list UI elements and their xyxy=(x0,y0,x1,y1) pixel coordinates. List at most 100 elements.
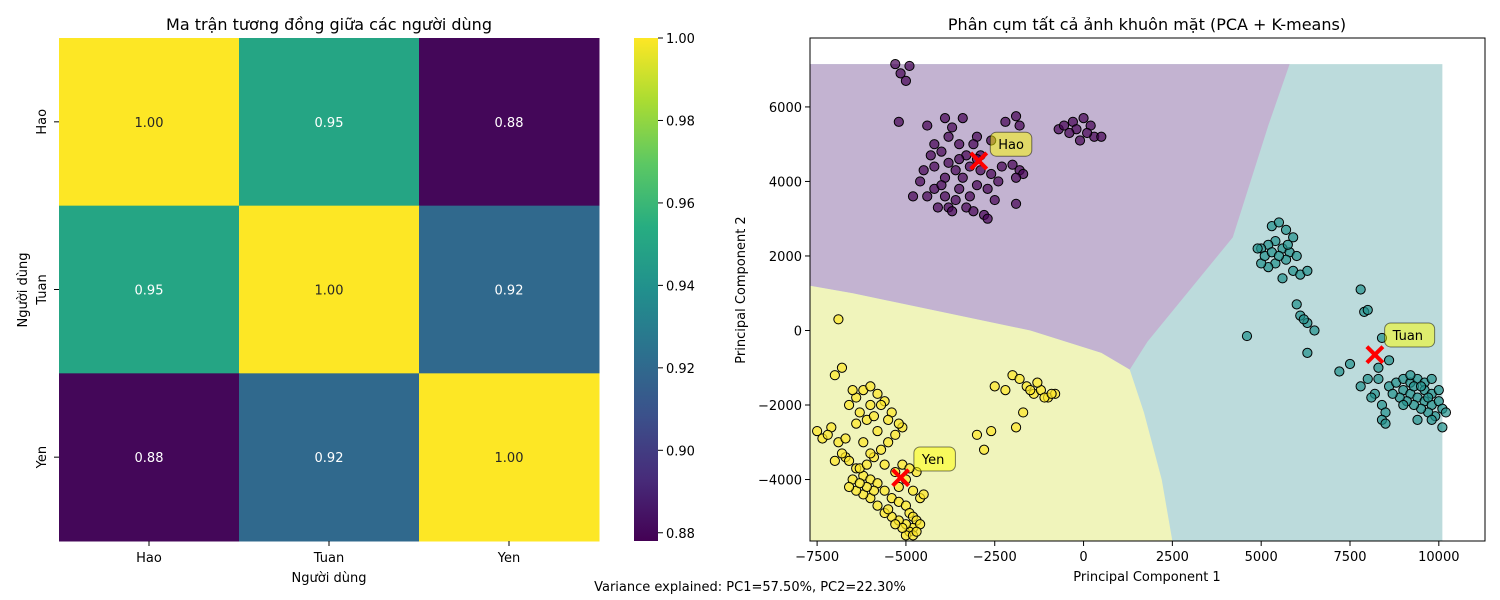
data-point-yen xyxy=(836,362,848,373)
heatmap-cell xyxy=(419,38,600,207)
heatmap-y-ticks: Hao Tuan Yen xyxy=(35,109,59,469)
data-point-hao xyxy=(957,172,968,183)
scatter-y-tick-label: −2000 xyxy=(758,399,802,414)
colorbar-tick-label: 0.88 xyxy=(666,527,695,542)
heatmap-x-tick-label: Yen xyxy=(497,551,520,566)
centroid-cross-stroke xyxy=(1365,345,1385,365)
data-point-tuan xyxy=(1302,347,1313,358)
data-point-tuan xyxy=(1291,250,1302,262)
data-point-yen xyxy=(812,425,823,437)
data-point-hao xyxy=(932,202,943,213)
scatter-y-axis-label: Principal Component 2 xyxy=(734,216,749,363)
data-point-tuan xyxy=(1282,239,1293,250)
data-point-hao xyxy=(964,191,975,202)
scatter-x-tick-label: −7500 xyxy=(795,550,839,565)
data-point-yen xyxy=(843,399,855,411)
data-point-yen xyxy=(858,437,869,448)
cluster-label-hao: Hao xyxy=(998,138,1024,153)
data-point-hao xyxy=(1082,127,1093,139)
data-point-yen xyxy=(865,448,876,459)
data-point-tuan xyxy=(1387,388,1398,399)
scatter-x-tick-label: −5000 xyxy=(884,550,928,565)
data-point-hao xyxy=(975,165,986,176)
decision-regions xyxy=(810,64,1443,541)
data-point-hao xyxy=(968,139,979,150)
data-point-hao xyxy=(922,120,933,131)
data-point-tuan xyxy=(1426,373,1437,385)
data-point-yen xyxy=(843,455,855,466)
data-point-yen xyxy=(854,478,865,489)
data-point-hao xyxy=(907,191,919,202)
scatter-y-tick-label: 4000 xyxy=(769,175,802,190)
cluster-label-box xyxy=(989,131,1033,157)
data-point-hao xyxy=(890,58,901,70)
data-point-tuan xyxy=(1362,304,1373,316)
scatter-y-tick-label: 6000 xyxy=(769,101,802,116)
data-point-yen xyxy=(840,433,851,444)
scatter-x-tick-label: 10000 xyxy=(1418,550,1459,565)
heatmap-cell-label: 1.00 xyxy=(495,451,524,466)
data-point-yen xyxy=(907,485,919,496)
data-point-yen xyxy=(865,381,876,392)
scatter-panel: Phân cụm tất cả ảnh khuôn mặt (PCA + K-m… xyxy=(734,15,1486,585)
data-point-tuan xyxy=(1412,414,1423,426)
heatmap-cell-label: 1.00 xyxy=(135,116,164,131)
heatmap-y-tick-label: Hao xyxy=(35,109,50,135)
data-point-hao xyxy=(982,183,993,194)
data-point-hao xyxy=(904,60,915,72)
data-point-hao xyxy=(1010,172,1022,183)
data-point-tuan xyxy=(1344,358,1356,370)
scatter-y-tick-label: −4000 xyxy=(758,474,802,489)
heatmap-x-tick-label: Hao xyxy=(136,551,162,566)
data-point-tuan xyxy=(1366,392,1377,403)
data-point-yen xyxy=(865,399,876,411)
data-point-hao xyxy=(1007,159,1018,170)
data-point-hao xyxy=(939,113,951,124)
colorbar-tick-label: 0.92 xyxy=(666,362,695,377)
data-point-tuan xyxy=(1288,232,1299,243)
data-point-yen xyxy=(872,388,883,399)
heatmap-cell-label: 0.95 xyxy=(135,284,164,299)
data-point-yen xyxy=(847,385,858,396)
data-point-hao xyxy=(996,161,1007,172)
data-point-hao xyxy=(936,180,947,191)
data-point-hao xyxy=(922,191,933,202)
data-point-yen xyxy=(836,448,848,459)
data-point-yen xyxy=(861,459,872,470)
heatmap-cell xyxy=(239,38,420,207)
data-point-hao xyxy=(925,150,936,161)
heatmap-cell xyxy=(59,373,240,542)
heatmap-x-tick-label: Tuan xyxy=(313,551,344,566)
data-point-tuan xyxy=(1362,373,1373,385)
cluster-centroids xyxy=(891,151,1385,488)
data-point-yen xyxy=(1010,422,1022,433)
data-point-hao xyxy=(954,183,965,194)
data-point-tuan xyxy=(1440,407,1452,418)
data-point-hao xyxy=(900,75,912,86)
data-point-yen xyxy=(893,481,904,493)
colorbar-gradient xyxy=(634,38,658,541)
data-point-hao xyxy=(1014,120,1025,131)
data-point-hao xyxy=(936,146,947,157)
heatmap-cell-label: 0.92 xyxy=(495,284,524,299)
data-point-tuan xyxy=(1273,250,1285,262)
colorbar-ticks: 0.88 0.90 0.92 0.94 0.96 0.98 1.00 xyxy=(658,32,695,542)
data-point-yen xyxy=(829,455,840,466)
data-point-hao xyxy=(989,194,1000,206)
data-point-hao xyxy=(1058,120,1070,131)
data-point-hao xyxy=(957,113,968,124)
data-point-tuan xyxy=(1437,422,1448,433)
data-point-yen xyxy=(822,429,833,440)
heatmap-cell-label: 0.88 xyxy=(495,116,524,131)
centroid-cross-stroke xyxy=(969,151,989,171)
data-point-tuan xyxy=(1423,392,1434,403)
data-point-tuan xyxy=(1415,381,1427,392)
data-point-yen xyxy=(1025,385,1036,396)
data-point-yen xyxy=(875,399,887,411)
scatter-x-tick-label: 0 xyxy=(1079,550,1087,565)
heatmap-y-tick-label: Yen xyxy=(35,446,50,469)
data-point-yen xyxy=(1032,377,1043,388)
scatter-x-tick-label: −2500 xyxy=(973,550,1017,565)
heatmap-title: Ma trận tương đồng giữa các người dùng xyxy=(166,15,492,34)
